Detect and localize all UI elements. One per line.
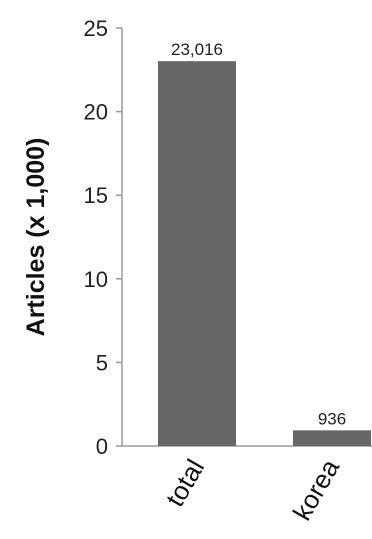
category-labels: total korea: [160, 454, 346, 526]
bar-total: [158, 61, 236, 446]
category-label-korea: korea: [287, 454, 346, 526]
y-tick-label: 0: [96, 434, 108, 459]
data-labels: 23,016 936: [171, 40, 346, 428]
category-label-total: total: [160, 454, 211, 512]
y-axis-ticks: 0 5 10 15 20 25: [84, 16, 122, 459]
y-tick-label: 15: [84, 183, 108, 208]
y-tick-label: 5: [96, 350, 108, 375]
data-label-total: 23,016: [171, 40, 223, 59]
y-tick-label: 10: [84, 267, 108, 292]
y-tick-label: 20: [84, 100, 108, 125]
y-tick-label: 25: [84, 16, 108, 41]
bar-korea: [293, 430, 371, 446]
bar-series: [158, 61, 371, 446]
data-label-korea: 936: [318, 409, 346, 428]
y-axis-title: Articles (x 1,000): [22, 138, 50, 337]
